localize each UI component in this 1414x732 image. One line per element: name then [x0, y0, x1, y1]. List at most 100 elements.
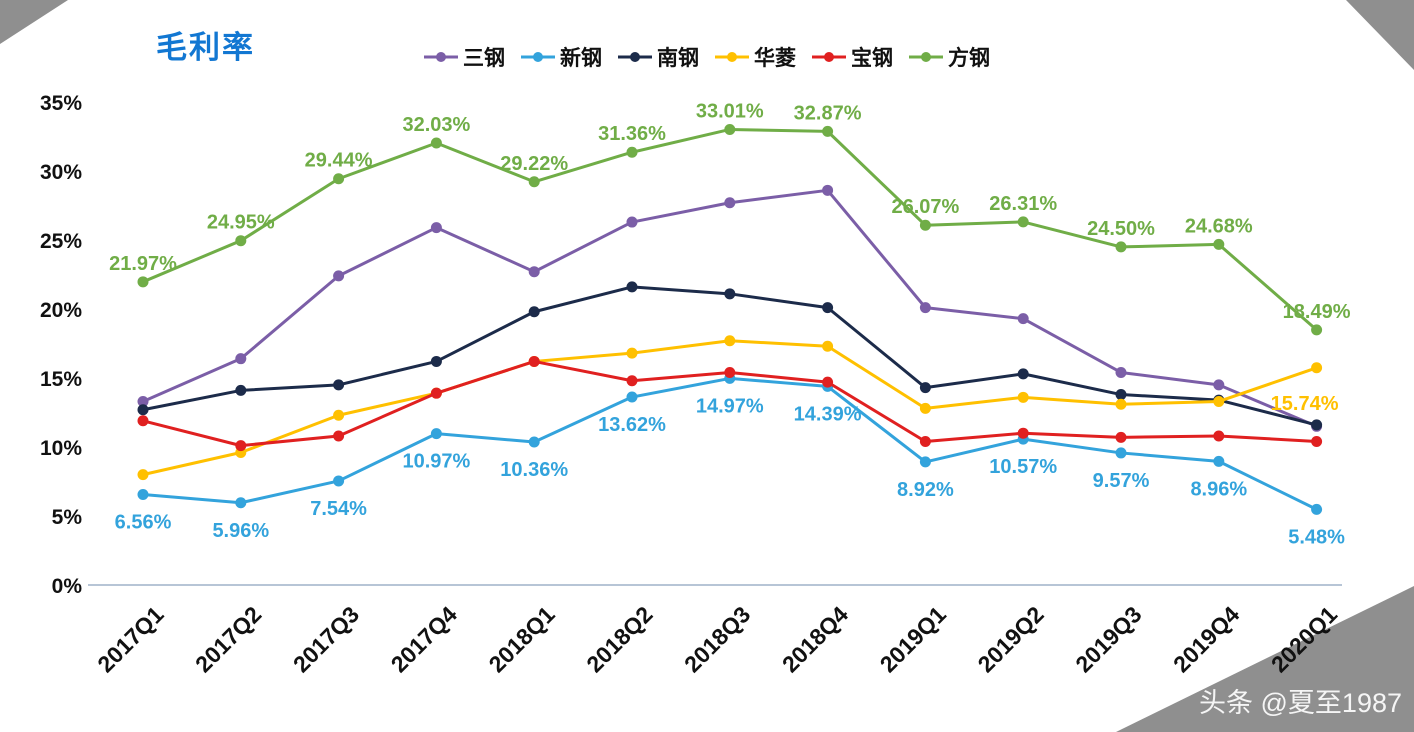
data-label: 7.54%: [310, 498, 367, 520]
data-point: [1311, 324, 1323, 336]
data-point: [430, 428, 442, 440]
data-label: 5.96%: [212, 520, 269, 542]
data-point: [333, 475, 345, 487]
data-point: [430, 355, 442, 367]
data-label: 6.56%: [115, 511, 172, 533]
data-point: [1311, 362, 1323, 374]
data-point: [626, 281, 638, 293]
x-axis-label: 2019Q3: [1070, 601, 1146, 677]
data-point: [919, 435, 931, 447]
data-point: [528, 436, 540, 448]
data-label: 26.31%: [989, 193, 1057, 215]
data-point: [528, 355, 540, 367]
data-point: [919, 402, 931, 414]
x-axis-label: 2018Q4: [777, 601, 853, 677]
data-point: [626, 391, 638, 403]
data-point: [528, 266, 540, 278]
legend-marker: [715, 52, 749, 62]
data-point: [333, 173, 345, 185]
data-point: [235, 353, 247, 365]
data-point: [724, 335, 736, 347]
data-point: [919, 219, 931, 231]
data-point: [1213, 238, 1225, 250]
chart-legend: 三钢 新钢 南钢 华菱 宝钢 方钢: [0, 42, 1414, 72]
legend-label: 南钢: [657, 47, 699, 70]
y-axis-label: 25%: [40, 230, 82, 253]
data-point: [1311, 435, 1323, 447]
data-point: [626, 216, 638, 228]
data-label: 29.22%: [500, 153, 568, 175]
legend-marker: [812, 52, 846, 62]
x-axis-label: 2018Q3: [679, 601, 755, 677]
legend-item: 三钢: [424, 42, 505, 72]
data-point: [1115, 389, 1127, 401]
chart-title: 毛利率: [156, 30, 255, 65]
y-axis-label: 35%: [40, 92, 82, 115]
data-point: [822, 376, 834, 388]
data-label: 31.36%: [598, 123, 666, 145]
data-point: [333, 379, 345, 391]
data-label: 18.49%: [1283, 301, 1351, 323]
data-label: 33.01%: [696, 100, 764, 122]
legend-marker: [424, 52, 458, 62]
data-point: [724, 288, 736, 300]
data-point: [235, 235, 247, 247]
data-label: 24.68%: [1185, 215, 1253, 237]
data-point: [822, 340, 834, 352]
data-label: 32.03%: [402, 114, 470, 136]
x-axis-label: 2019Q2: [972, 601, 1048, 677]
legend-label: 宝钢: [851, 47, 893, 70]
data-point: [137, 395, 149, 407]
data-point: [1115, 398, 1127, 410]
data-label: 15.74%: [1271, 393, 1339, 415]
data-label: 10.97%: [402, 451, 470, 473]
legend-marker: [618, 52, 652, 62]
data-point: [528, 176, 540, 188]
data-point: [137, 276, 149, 288]
data-point: [822, 184, 834, 196]
data-point: [919, 382, 931, 394]
data-point: [235, 440, 247, 452]
data-label: 10.57%: [989, 456, 1057, 478]
data-label: 32.87%: [794, 102, 862, 124]
data-point: [724, 197, 736, 209]
data-point: [430, 387, 442, 399]
data-point: [1213, 379, 1225, 391]
data-point: [724, 123, 736, 135]
data-label: 14.39%: [794, 403, 862, 425]
x-axis-label: 2017Q4: [386, 601, 462, 677]
x-axis-label: 2019Q1: [875, 601, 951, 677]
data-point: [1017, 391, 1029, 403]
data-label: 8.96%: [1190, 478, 1247, 500]
data-label: 9.57%: [1093, 470, 1150, 492]
data-point: [1213, 395, 1225, 407]
y-axis-label: 20%: [40, 299, 82, 322]
x-axis-label: 2017Q2: [190, 601, 266, 677]
x-axis-label: 2018Q1: [483, 601, 559, 677]
data-point: [430, 137, 442, 149]
data-point: [430, 222, 442, 234]
data-point: [626, 347, 638, 359]
data-point: [626, 375, 638, 387]
data-label: 10.36%: [500, 459, 568, 481]
legend-item: 南钢: [618, 42, 699, 72]
legend-item: 宝钢: [812, 42, 893, 72]
data-point: [1115, 241, 1127, 253]
data-point: [919, 302, 931, 314]
legend-item: 华菱: [715, 42, 796, 72]
data-point: [1017, 368, 1029, 380]
y-axis-label: 5%: [52, 506, 83, 529]
data-point: [1213, 430, 1225, 442]
data-label: 26.07%: [891, 196, 959, 218]
y-axis-label: 10%: [40, 437, 82, 460]
data-point: [1311, 503, 1323, 515]
data-label: 24.95%: [207, 212, 275, 234]
data-point: [1017, 427, 1029, 439]
data-label: 21.97%: [109, 253, 177, 275]
legend-label: 新钢: [560, 47, 602, 70]
data-point: [822, 125, 834, 137]
data-label: 24.50%: [1087, 218, 1155, 240]
data-point: [235, 497, 247, 509]
